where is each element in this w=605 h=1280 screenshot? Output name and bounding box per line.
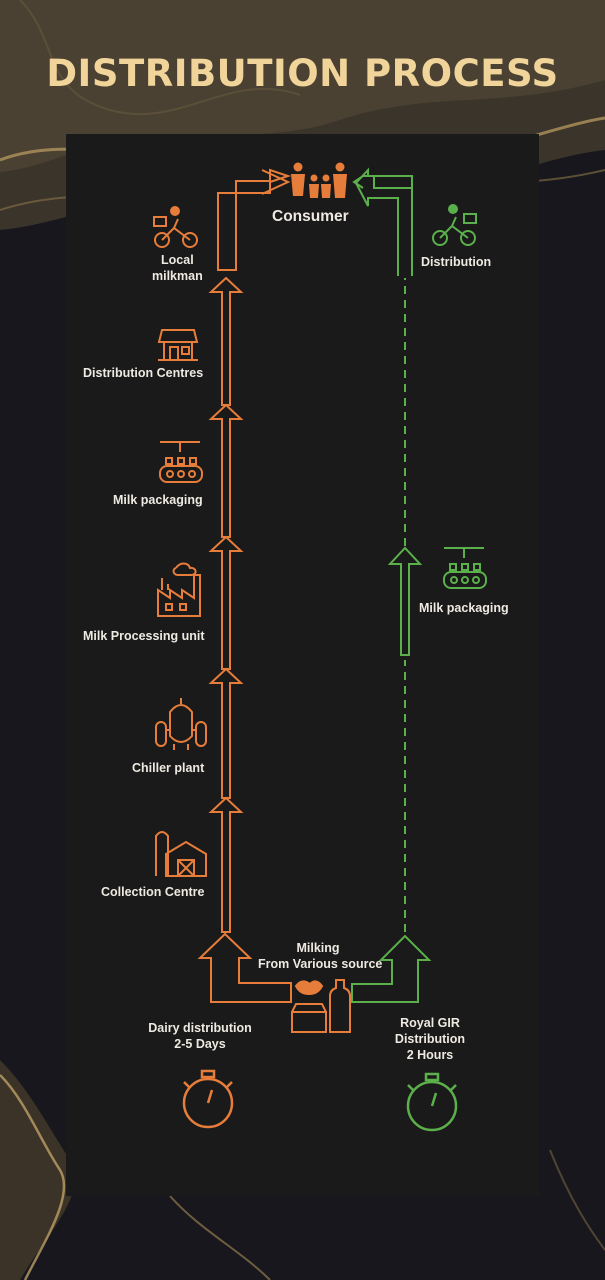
- consumer-label: Consumer: [272, 208, 349, 225]
- factory-icon: [157, 562, 201, 617]
- stopwatch-icon: [182, 1069, 234, 1129]
- bottling-conveyor-icon: [159, 441, 203, 483]
- chiller-plant-label: Chiller plant: [132, 761, 205, 775]
- dairy-start-connector: [197, 932, 292, 1003]
- royal-packaging-arrow: [387, 546, 423, 656]
- royal-time-label: Royal GIR Distribution 2 Hours: [394, 1016, 466, 1062]
- delivery-bicycle-icon: [153, 206, 198, 248]
- stopwatch-icon: [406, 1072, 458, 1132]
- dairy-milk-packaging-label: Milk packaging: [113, 493, 203, 507]
- royal-consumer-connector: [352, 175, 413, 276]
- dairy-flow-path: [197, 168, 292, 1003]
- shop-icon: [157, 329, 199, 361]
- dairy-top-arrowhead: [261, 169, 291, 195]
- page-title: DISTRIBUTION PROCESS: [46, 52, 559, 95]
- royal-distribution-label: Distribution: [421, 255, 492, 269]
- chain-arrow-4: [208, 403, 244, 538]
- diagram-panel: [66, 134, 539, 1196]
- dairy-consumer-connector: [217, 168, 292, 271]
- collection-centre-label: Collection Centre: [101, 885, 205, 899]
- royal-flow-path: [351, 167, 432, 1003]
- milking-can-icon: [291, 979, 351, 1033]
- chain-arrow-3: [208, 535, 244, 670]
- chain-arrow-1: [208, 796, 244, 933]
- family-icon: [291, 162, 347, 198]
- milking-label: Milking From Various source: [258, 941, 383, 971]
- local-milkman-label: Local milkman: [152, 253, 203, 283]
- barn-silo-icon: [155, 831, 207, 877]
- royal-milk-packaging-label: Milk packaging: [419, 601, 509, 615]
- royal-top-connector: [354, 167, 413, 276]
- bottling-conveyor-icon: [443, 547, 487, 589]
- royal-start-connector: [351, 934, 432, 1003]
- distribution-centres-label: Distribution Centres: [83, 366, 204, 380]
- dairy-time-label: Dairy distribution 2-5 Days: [148, 1021, 252, 1051]
- milk-processing-unit-label: Milk Processing unit: [83, 629, 205, 643]
- chain-arrow-5: [208, 276, 244, 406]
- chain-arrow-2: [208, 667, 244, 799]
- chiller-tank-icon: [155, 698, 207, 750]
- delivery-bicycle-icon: [432, 204, 477, 246]
